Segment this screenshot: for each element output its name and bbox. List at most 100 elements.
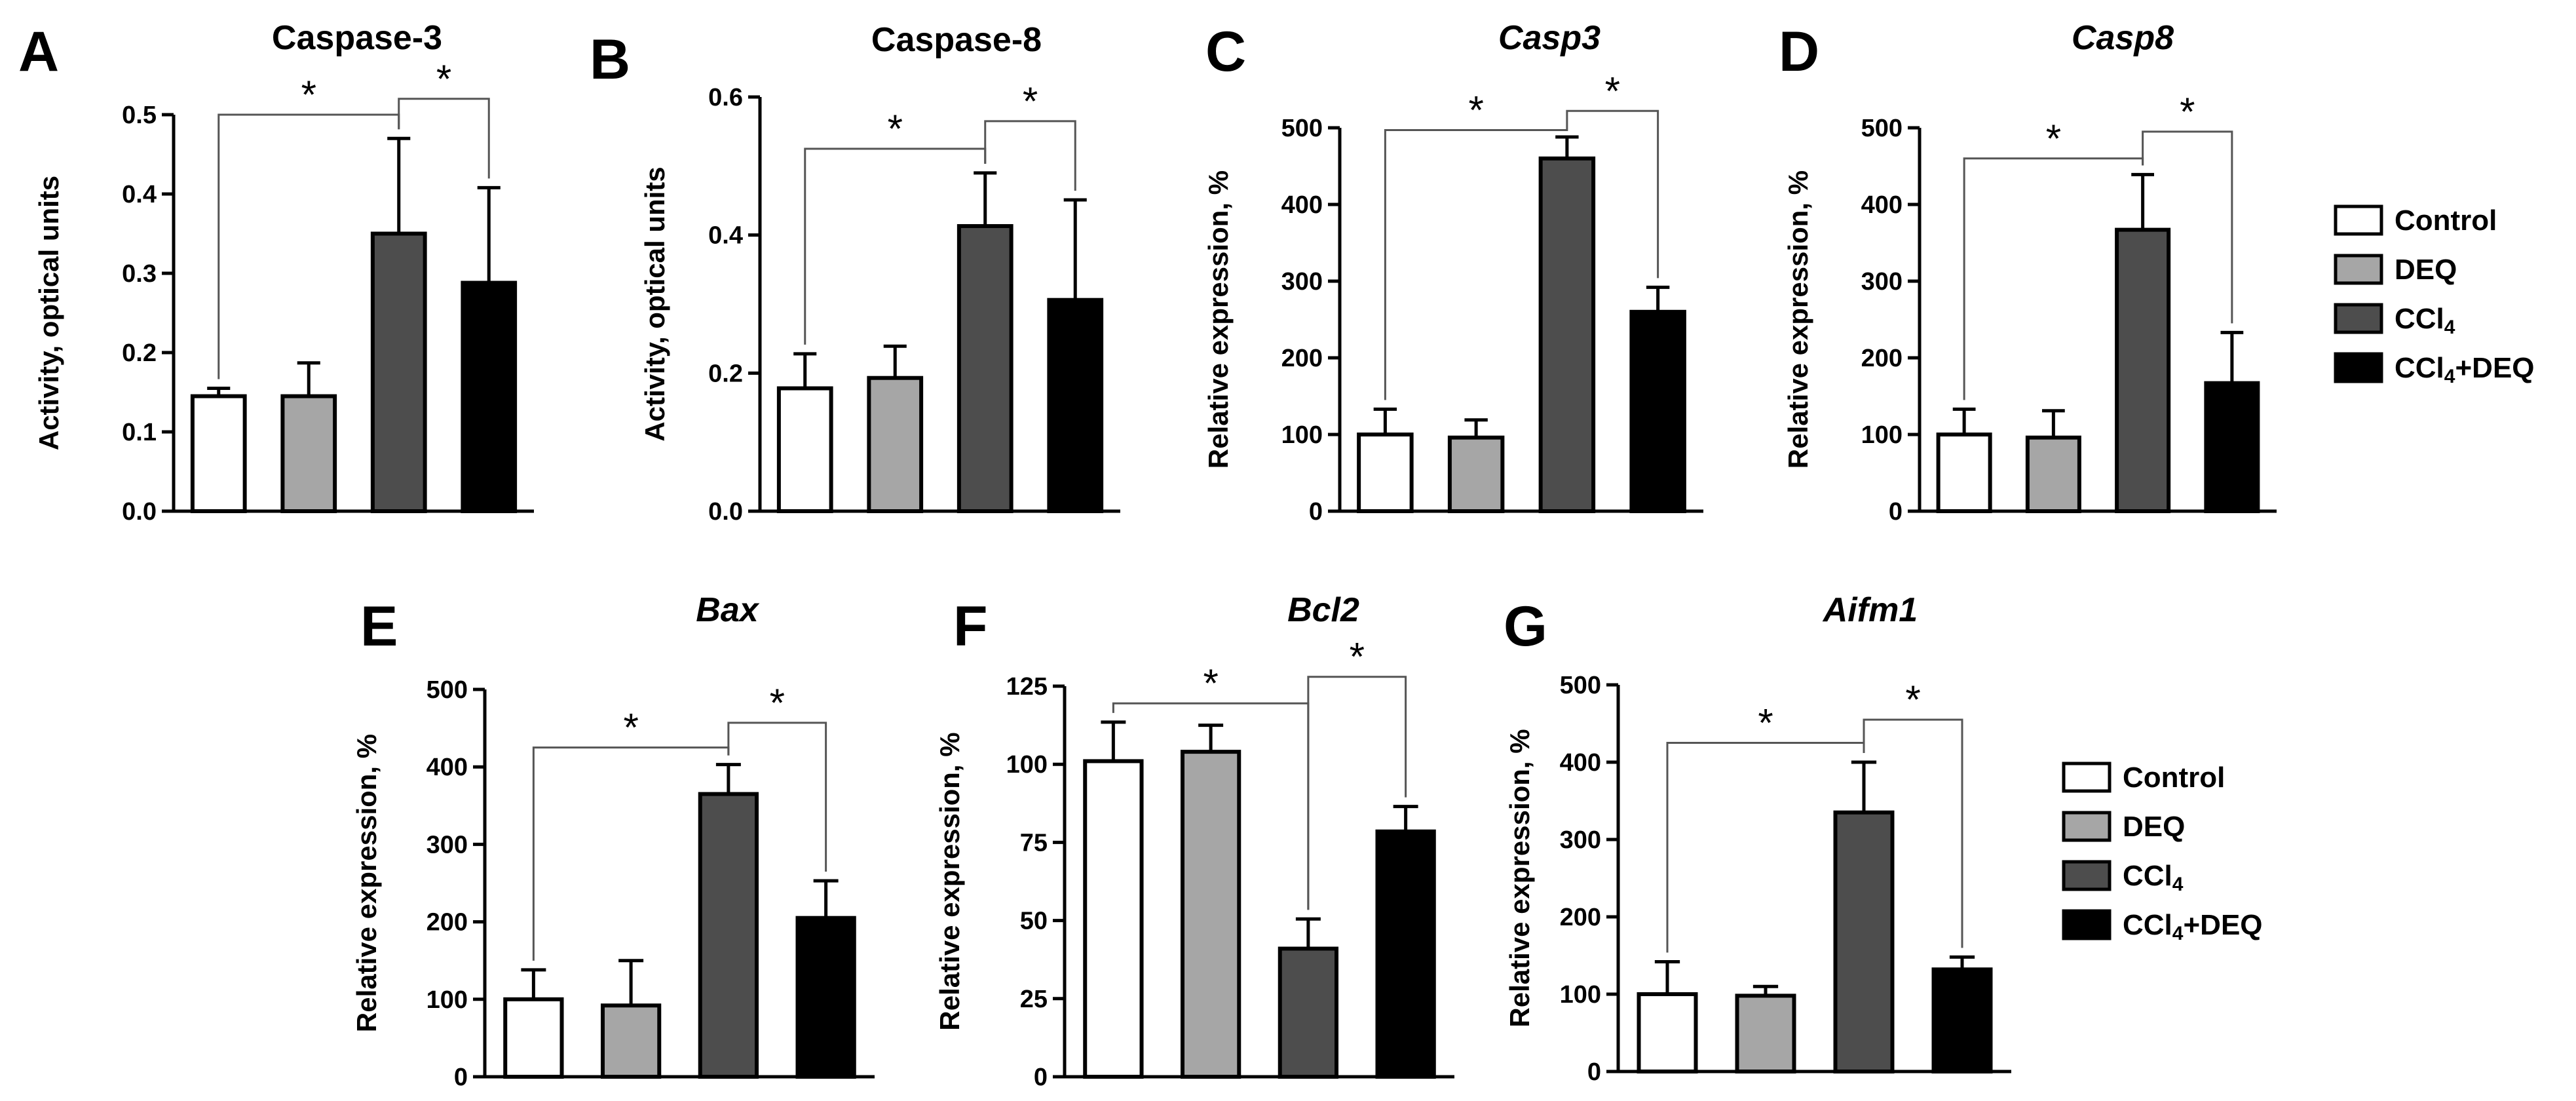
y-tick-label: 75 <box>1020 829 1048 857</box>
bar-control <box>1357 433 1414 513</box>
y-tick-label: 0 <box>1587 1058 1601 1086</box>
y-axis-label: Activity, optical units <box>33 176 64 450</box>
significance-bracket <box>1307 676 1407 910</box>
y-tick-label: 0.5 <box>122 102 157 129</box>
legend-label: Control <box>2395 204 2497 237</box>
panel-F: F Bcl2 0 25 50 75 100 125 Relative expression, %… <box>934 591 1454 1091</box>
y-tick-label: 400 <box>1281 191 1323 219</box>
panel-title: Caspase-3 <box>272 19 442 57</box>
bar-ccl4-deq <box>1375 829 1436 1079</box>
bar-deq <box>1447 435 1505 513</box>
significance-star: * <box>1023 79 1038 123</box>
y-tick-label: 0 <box>1889 498 1903 526</box>
y-tick-label: 200 <box>1861 345 1903 372</box>
y-axis-label: Relative expression, % <box>1504 729 1535 1027</box>
bar-control <box>1936 433 1992 513</box>
y-tick-label: 100 <box>1281 421 1323 449</box>
y-tick-label: 50 <box>1020 908 1048 935</box>
panel-letter: A <box>18 20 59 83</box>
bar-ccl4 <box>957 223 1013 513</box>
y-tick-label: 0.6 <box>708 84 743 111</box>
panel-C: C Casp3 0 100 200 300 400 500 Relative expressio… <box>1203 19 1703 526</box>
significance-star: * <box>1758 701 1773 745</box>
legend: Control DEQ CCl4 CCl4+DEQ <box>2334 204 2535 387</box>
bar-deq <box>600 1003 662 1079</box>
panel-letter: C <box>1205 20 1246 83</box>
bar-ccl4 <box>1833 810 1895 1073</box>
bar-control <box>1083 759 1144 1079</box>
bar-ccl4 <box>2115 227 2171 513</box>
y-tick-label: 400 <box>1560 749 1601 777</box>
y-tick-label: 0 <box>1309 498 1323 526</box>
y-tick-label: 200 <box>426 909 468 937</box>
y-tick-label: 0.3 <box>122 260 157 288</box>
y-axis-label: Relative expression, % <box>1783 170 1813 469</box>
significance-star: * <box>1203 661 1218 705</box>
y-tick-label: 500 <box>426 676 468 704</box>
legend: Control DEQ CCl4 CCl4+DEQ <box>2062 762 2263 944</box>
legend-swatch <box>2062 860 2112 891</box>
significance-star: * <box>1350 635 1365 679</box>
legend-swatch <box>2334 352 2383 383</box>
bar-ccl4-deq <box>795 916 856 1079</box>
legend-swatch <box>2062 909 2112 940</box>
bar-ccl4-deq <box>1047 298 1104 513</box>
y-tick-label: 400 <box>1861 191 1903 219</box>
y-axis-label: Relative expression, % <box>351 734 382 1032</box>
y-tick-label: 0 <box>454 1064 468 1091</box>
significance-star: * <box>1905 678 1920 722</box>
panel-G: G Aifm1 0 100 200 300 400 500 Relative expressio… <box>1504 591 2011 1086</box>
legend-label: DEQ <box>2123 811 2185 843</box>
legend-swatch <box>2334 254 2383 285</box>
bar-deq <box>2025 435 2081 513</box>
y-tick-label: 0.2 <box>708 360 743 387</box>
significance-bracket <box>984 120 1076 191</box>
bar-deq <box>867 376 924 513</box>
y-tick-label: 500 <box>1560 672 1601 699</box>
panel-title: Casp3 <box>1498 19 1601 57</box>
legend-label: Control <box>2123 762 2225 794</box>
y-tick-label: 200 <box>1281 345 1323 372</box>
y-tick-label: 500 <box>1281 115 1323 142</box>
bar-control <box>1637 992 1698 1073</box>
bar-deq <box>280 394 337 513</box>
bar-ccl4 <box>698 792 759 1079</box>
significance-star: * <box>2046 117 2061 161</box>
significance-bracket <box>1566 109 1659 279</box>
bar-ccl4-deq <box>461 280 518 513</box>
y-tick-label: 0.0 <box>122 498 157 526</box>
bar-ccl4 <box>1538 156 1596 514</box>
significance-star: * <box>623 706 638 750</box>
legend-swatch <box>2334 303 2383 334</box>
panel-letter: F <box>953 595 988 658</box>
bar-deq <box>1180 750 1241 1079</box>
y-tick-label: 125 <box>1006 673 1048 701</box>
panel-letter: E <box>360 595 398 658</box>
panel-A: A Caspase-3 0.0 0.1 0.2 0.3 0.4 0.5 Activity, op… <box>18 19 534 526</box>
y-axis-label: Relative expression, % <box>1203 170 1234 469</box>
y-tick-label: 0 <box>1034 1064 1048 1091</box>
panel-B: B Caspase-8 0.0 0.2 0.4 0.6 Activity, optical … <box>590 21 1120 526</box>
y-tick-label: 300 <box>1861 268 1903 296</box>
panel-letter: B <box>590 28 630 91</box>
y-tick-label: 100 <box>1006 751 1048 779</box>
significance-bracket <box>727 722 827 872</box>
y-tick-label: 200 <box>1560 904 1601 931</box>
significance-star: * <box>888 107 903 151</box>
legend-label: CCl4+DEQ <box>2123 909 2263 944</box>
y-tick-label: 100 <box>426 986 468 1014</box>
y-tick-label: 300 <box>426 831 468 859</box>
y-tick-label: 25 <box>1020 986 1048 1013</box>
significance-star: * <box>2180 90 2195 134</box>
y-tick-label: 0.4 <box>708 222 743 250</box>
panel-letter: G <box>1504 595 1547 658</box>
y-tick-label: 300 <box>1281 268 1323 296</box>
significance-star: * <box>1605 69 1620 113</box>
y-axis-label: Relative expression, % <box>934 732 965 1030</box>
bar-ccl4-deq <box>1931 967 1993 1073</box>
y-axis-label: Activity, optical units <box>639 166 670 441</box>
y-tick-label: 100 <box>1560 981 1601 1009</box>
panel-E: E Bax 0 100 200 300 400 500 Relative expression,… <box>351 591 875 1091</box>
significance-star: * <box>770 681 785 725</box>
